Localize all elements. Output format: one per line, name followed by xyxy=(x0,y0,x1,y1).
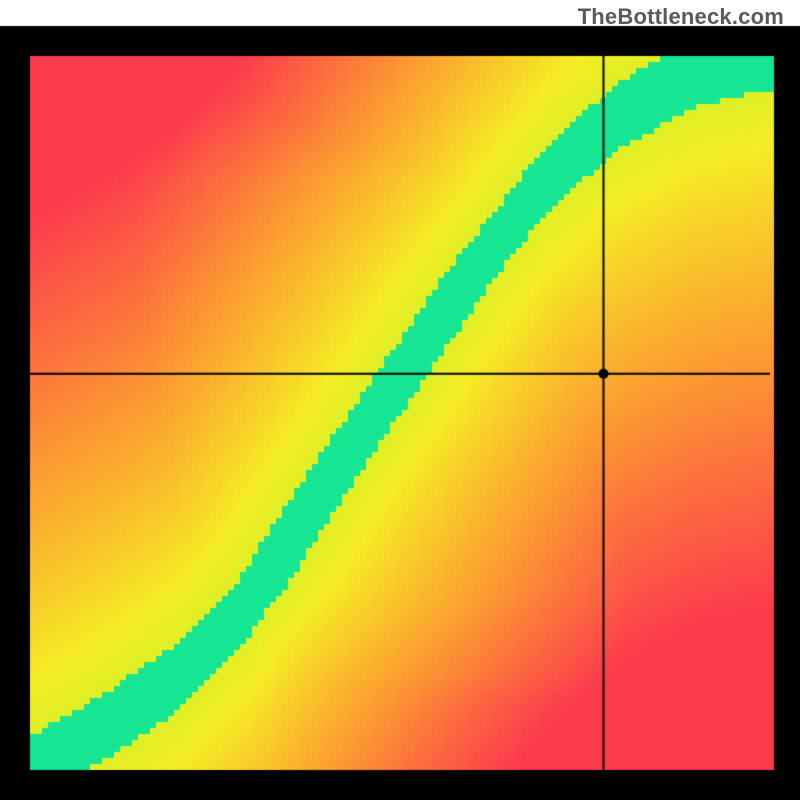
heatmap-canvas xyxy=(0,0,800,800)
watermark-text: TheBottleneck.com xyxy=(578,4,784,30)
chart-container: TheBottleneck.com xyxy=(0,0,800,800)
